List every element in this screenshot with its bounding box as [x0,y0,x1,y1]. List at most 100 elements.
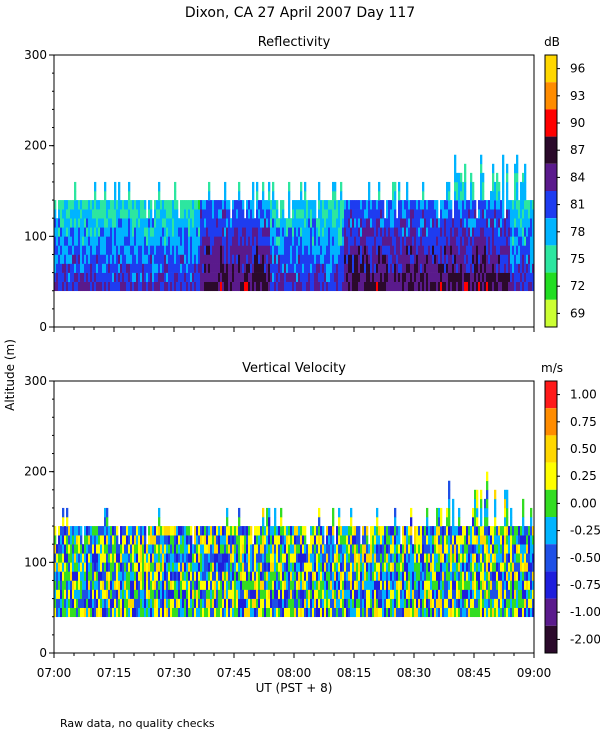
data-cell [428,598,431,608]
data-cell [260,544,263,554]
data-cell [78,227,81,237]
data-cell [180,263,183,273]
data-cell [366,200,369,210]
data-cell [228,589,231,599]
data-cell [250,209,253,219]
data-cell [328,562,331,572]
data-cell [80,589,83,599]
data-cell [294,580,297,590]
data-cell [482,181,485,192]
data-cell [138,245,141,255]
data-cell [390,544,393,554]
data-cell [474,553,477,563]
data-cell [130,526,133,536]
data-cell [172,526,175,536]
data-cell [246,209,249,219]
data-cell [428,209,431,219]
data-cell [226,218,229,228]
data-cell [286,526,289,536]
data-cell [254,227,257,237]
data-cell [364,553,367,563]
data-cell [394,562,397,572]
data-cell [124,272,127,282]
data-cell [394,589,397,599]
data-cell [354,598,357,608]
data-cell [298,254,301,264]
data-cell [444,589,447,599]
data-cell [420,526,423,536]
data-cell [430,562,433,572]
data-cell [502,607,505,618]
data-cell [452,263,455,273]
data-cell [288,272,291,282]
data-cell [214,571,217,581]
data-cell [392,254,395,264]
data-cell [410,218,413,228]
data-cell [360,200,363,210]
data-cell [462,227,465,237]
data-cell [214,236,217,246]
data-cell [470,589,473,599]
data-cell [98,562,101,572]
data-cell [372,571,375,581]
data-cell [310,598,313,608]
data-cell [358,245,361,255]
data-cell [424,571,427,581]
data-cell [118,254,121,264]
data-cell [310,200,313,210]
data-cell [62,218,65,228]
data-cell [68,544,71,554]
data-cell [214,200,217,210]
data-cell [310,272,313,282]
data-cell [384,589,387,599]
data-cell [268,181,271,192]
data-cell [286,535,289,545]
data-cell [240,272,243,282]
data-cell [394,218,397,228]
data-cell [456,172,459,183]
data-cell [144,281,147,292]
data-cell [206,236,209,246]
data-cell [430,598,433,608]
data-cell [286,227,289,237]
data-cell [478,281,481,292]
data-cell [174,580,177,590]
data-cell [62,526,65,536]
data-cell [276,544,279,554]
data-cell [72,263,75,273]
data-cell [66,562,69,572]
data-cell [414,245,417,255]
data-cell [112,272,115,282]
data-cell [138,571,141,581]
data-cell [342,562,345,572]
data-cell [234,218,237,228]
data-cell [436,589,439,599]
data-cell [250,553,253,563]
data-cell [126,526,129,536]
data-cell [424,607,427,618]
data-cell [316,535,319,545]
data-cell [522,236,525,246]
data-cell [78,236,81,246]
data-cell [340,272,343,282]
data-cell [376,517,379,527]
data-cell [264,607,267,618]
data-cell [148,526,151,536]
data-cell [476,580,479,590]
data-cell [294,571,297,581]
data-cell [516,526,519,536]
data-cell [142,209,145,219]
data-cell [344,598,347,608]
data-cell [378,227,381,237]
data-cell [104,526,107,536]
data-cell [184,562,187,572]
data-cell [196,263,199,273]
data-cell [214,227,217,237]
data-cell [448,589,451,599]
data-cell [144,580,147,590]
data-cell [460,281,463,292]
data-cell [410,526,413,536]
data-cell [518,553,521,563]
data-cell [192,245,195,255]
data-cell [276,607,279,618]
